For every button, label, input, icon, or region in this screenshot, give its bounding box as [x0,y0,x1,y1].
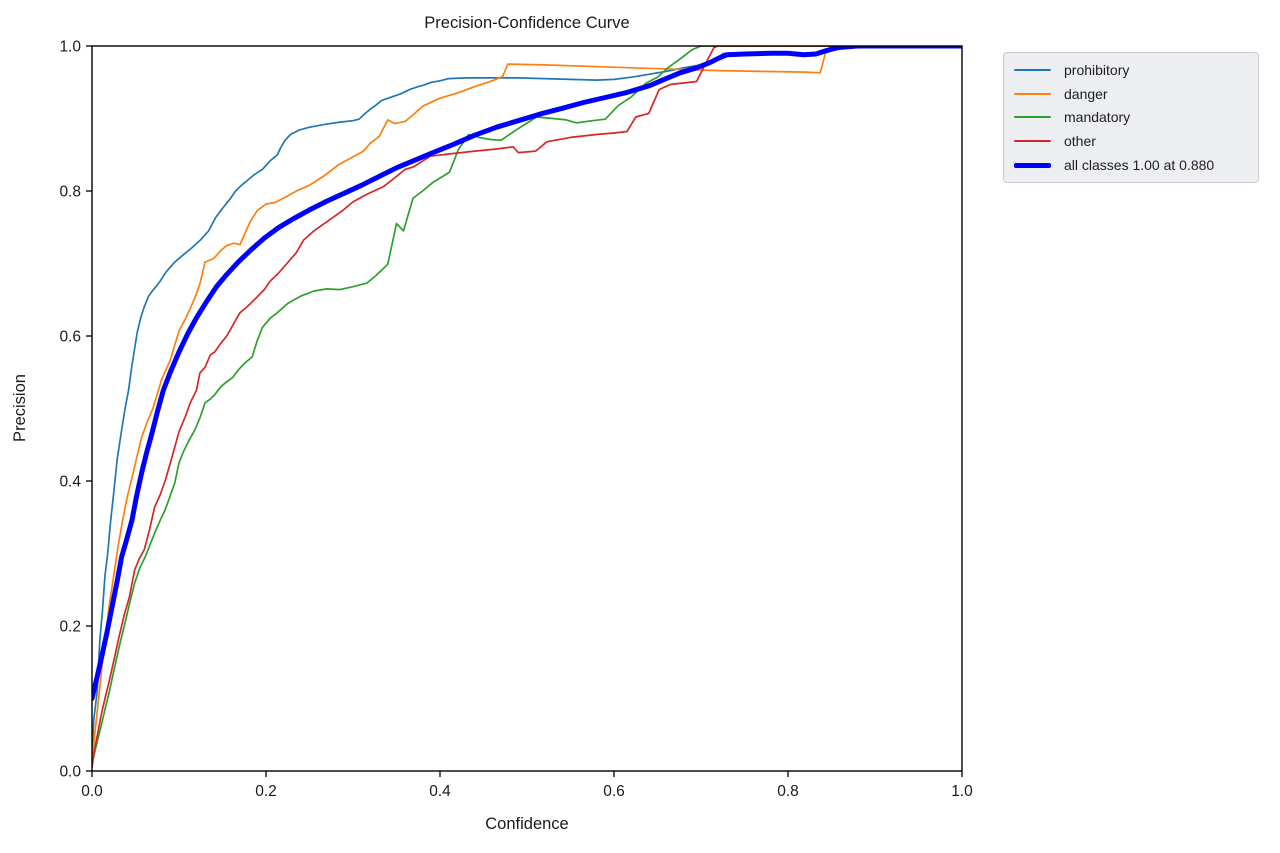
legend: prohibitory danger mandatory other all class… [1003,52,1259,183]
x-tick-label: 0.8 [777,783,799,800]
series-line-danger [92,46,962,761]
legend-label-other: other [1064,133,1096,150]
legend-line-swatch-other [1014,140,1051,143]
series-lines [92,46,962,769]
series-line-all-classes [92,46,962,701]
legend-label-prohibitory: prohibitory [1064,61,1130,78]
legend-label-mandatory: mandatory [1064,109,1131,126]
y-tick-label: 0.8 [59,184,81,201]
y-tick-label: 0.2 [59,619,81,636]
legend-label-danger: danger [1064,85,1108,102]
x-tick-label: 0.0 [81,783,103,800]
axes: 0.0 0.2 0.4 0.6 0.8 1.0 0.0 0.2 0.4 0.6 0.8 1.0 [59,39,973,801]
x-tick-label: 1.0 [951,783,973,800]
legend-line-swatch-mandatory [1014,116,1051,119]
plot-border [91,45,963,772]
legend-item-danger: danger [1014,82,1248,105]
x-tick-label: 0.4 [429,783,451,800]
legend-item-other: other [1014,130,1248,153]
chart-title: Precision-Confidence Curve [424,14,629,32]
legend-line-swatch-danger [1014,92,1051,95]
y-tick-label: 0.4 [59,474,81,491]
legend-line-swatch-all-classes [1014,162,1051,168]
y-tick-label: 0.6 [59,329,81,346]
legend-item-prohibitory: prohibitory [1014,58,1248,81]
x-tick-label: 0.6 [603,783,625,800]
series-line-mandatory [92,46,962,765]
y-axis-label: Precision [11,374,29,442]
legend-item-all-classes: all classes 1.00 at 0.880 [1014,154,1248,177]
legend-line-swatch-prohibitory [1014,68,1051,71]
series-line-other [92,46,962,769]
x-axis-label: Confidence [485,815,568,833]
legend-item-mandatory: mandatory [1014,106,1248,129]
y-tick-label: 0.0 [59,764,81,781]
series-line-prohibitory [92,46,962,758]
legend-label-all-classes: all classes 1.00 at 0.880 [1064,157,1215,174]
y-tick-label: 1.0 [59,39,81,56]
plot-frame [91,45,963,772]
x-tick-label: 0.2 [255,783,277,800]
